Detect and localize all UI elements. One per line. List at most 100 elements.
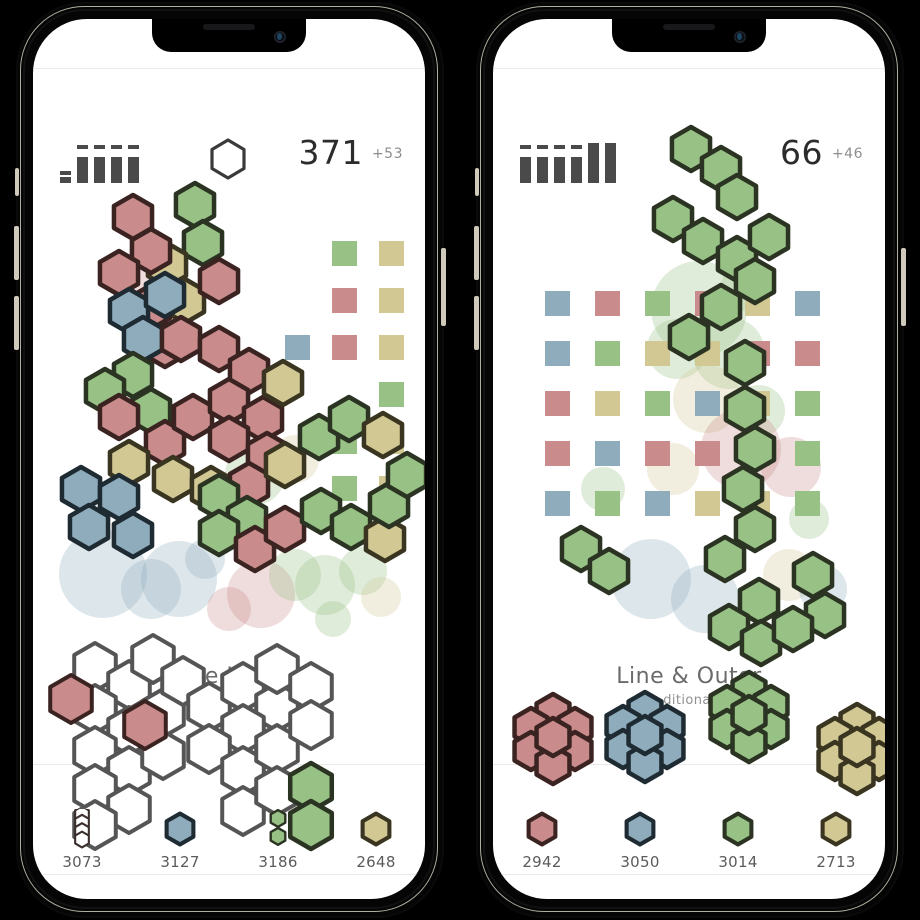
hex-cell[interactable] — [667, 312, 711, 362]
footer-stat-cell[interactable]: 3014 — [689, 809, 787, 871]
grid-square[interactable] — [545, 491, 570, 516]
footer-cluster-hex[interactable] — [626, 713, 664, 757]
hex-cell[interactable] — [385, 450, 425, 500]
grid-square[interactable] — [379, 241, 404, 266]
footer-cluster-hex[interactable] — [838, 753, 876, 797]
volume-down-button[interactable] — [474, 296, 479, 350]
hex-cell[interactable] — [707, 602, 751, 652]
footer-cluster-hex[interactable] — [730, 693, 768, 737]
grid-square[interactable] — [595, 391, 620, 416]
bar-fill — [605, 143, 616, 183]
hex-cell[interactable] — [197, 256, 241, 306]
hex-cell[interactable] — [67, 502, 111, 552]
hexagon-cluster-left[interactable] — [33, 19, 425, 899]
outline-hex-accent[interactable] — [122, 699, 168, 751]
hex-cell[interactable] — [747, 212, 791, 262]
footer-stat-cell[interactable]: 3073 — [33, 809, 131, 871]
phone-rim-inner — [23, 9, 435, 909]
hex-cell[interactable] — [263, 440, 307, 490]
footer-cluster-hex[interactable] — [626, 741, 664, 785]
footer-hex-clusters-right[interactable] — [493, 19, 885, 899]
grid-square[interactable] — [645, 491, 670, 516]
grid-square[interactable] — [645, 391, 670, 416]
footer-cluster-hex[interactable] — [534, 715, 572, 759]
grid-square[interactable] — [695, 441, 720, 466]
footer-stat-cell[interactable]: 2713 — [787, 809, 885, 871]
grid-square[interactable] — [545, 341, 570, 366]
outline-hex[interactable] — [186, 723, 232, 775]
footer-stat-cell[interactable]: 3050 — [591, 809, 689, 871]
hex-cell[interactable] — [181, 218, 225, 268]
hex-cell[interactable] — [261, 358, 305, 408]
hex-cell[interactable] — [327, 394, 371, 444]
grid-square[interactable] — [595, 441, 620, 466]
grid-square[interactable] — [695, 491, 720, 516]
footer-stat-cell[interactable]: 3186 — [229, 809, 327, 871]
grid-square[interactable] — [379, 288, 404, 313]
power-button[interactable] — [441, 248, 446, 326]
volume-up-button[interactable] — [474, 226, 479, 280]
grid-square[interactable] — [795, 441, 820, 466]
hex-cell[interactable] — [587, 546, 631, 596]
outline-hex[interactable] — [254, 643, 300, 695]
grid-square[interactable] — [332, 335, 357, 360]
footer-cluster-hex[interactable] — [534, 743, 572, 787]
hex-cell[interactable] — [97, 392, 141, 442]
silent-switch[interactable] — [15, 168, 19, 196]
grid-square[interactable] — [795, 391, 820, 416]
hex-cell[interactable] — [721, 464, 765, 514]
outline-hex[interactable] — [288, 699, 334, 751]
grid-square[interactable] — [795, 341, 820, 366]
volume-up-button[interactable] — [14, 226, 19, 280]
hex-cell[interactable] — [681, 216, 725, 266]
footer-stat-cell[interactable]: 3127 — [131, 809, 229, 871]
grid-square[interactable] — [795, 491, 820, 516]
footer-stat-value: 3127 — [160, 853, 200, 871]
hex-cell[interactable] — [791, 550, 835, 600]
hex-cell[interactable] — [733, 424, 777, 474]
hex-cell[interactable] — [159, 314, 203, 364]
hex-cell[interactable] — [361, 410, 405, 460]
hex-cell[interactable] — [197, 508, 241, 558]
footer-cluster-hex[interactable] — [730, 721, 768, 765]
grid-square[interactable] — [595, 341, 620, 366]
hex-cell[interactable] — [207, 414, 251, 464]
footer-stat-cell[interactable]: 2942 — [493, 809, 591, 871]
grid-square[interactable] — [379, 382, 404, 407]
grid-square[interactable] — [645, 341, 670, 366]
hex-cell[interactable] — [771, 604, 815, 654]
silent-switch[interactable] — [475, 168, 479, 196]
outline-hex-accent[interactable] — [48, 673, 94, 725]
volume-down-button[interactable] — [14, 296, 19, 350]
hexagon-cluster-right[interactable] — [493, 19, 885, 899]
grid-square[interactable] — [645, 291, 670, 316]
hex-cell[interactable] — [129, 226, 173, 276]
hex-cell[interactable] — [151, 454, 195, 504]
hex-cell[interactable] — [733, 504, 777, 554]
hex-cell[interactable] — [699, 282, 743, 332]
grid-square[interactable] — [595, 491, 620, 516]
hex-cell[interactable] — [803, 590, 847, 640]
grid-square[interactable] — [545, 291, 570, 316]
power-button[interactable] — [901, 248, 906, 326]
grid-square[interactable] — [332, 288, 357, 313]
hex-cell[interactable] — [703, 534, 747, 584]
hex-cell[interactable] — [111, 510, 155, 560]
footer-stat-cell[interactable]: 2648 — [327, 809, 425, 871]
grid-square[interactable] — [545, 391, 570, 416]
grid-square[interactable] — [595, 291, 620, 316]
hex-cell[interactable] — [733, 256, 777, 306]
grid-square[interactable] — [645, 441, 670, 466]
grid-square[interactable] — [795, 291, 820, 316]
outline-hex[interactable] — [106, 783, 152, 835]
hex-cell[interactable] — [143, 270, 187, 320]
hex-cell[interactable] — [363, 514, 407, 564]
grid-square[interactable] — [545, 441, 570, 466]
footer-cluster-hex[interactable] — [838, 725, 876, 769]
grid-square[interactable] — [695, 391, 720, 416]
outline-hex-accent[interactable] — [287, 798, 335, 852]
grid-square[interactable] — [332, 241, 357, 266]
hex-cell[interactable] — [715, 172, 759, 222]
grid-square[interactable] — [379, 335, 404, 360]
grid-square[interactable] — [285, 335, 310, 360]
